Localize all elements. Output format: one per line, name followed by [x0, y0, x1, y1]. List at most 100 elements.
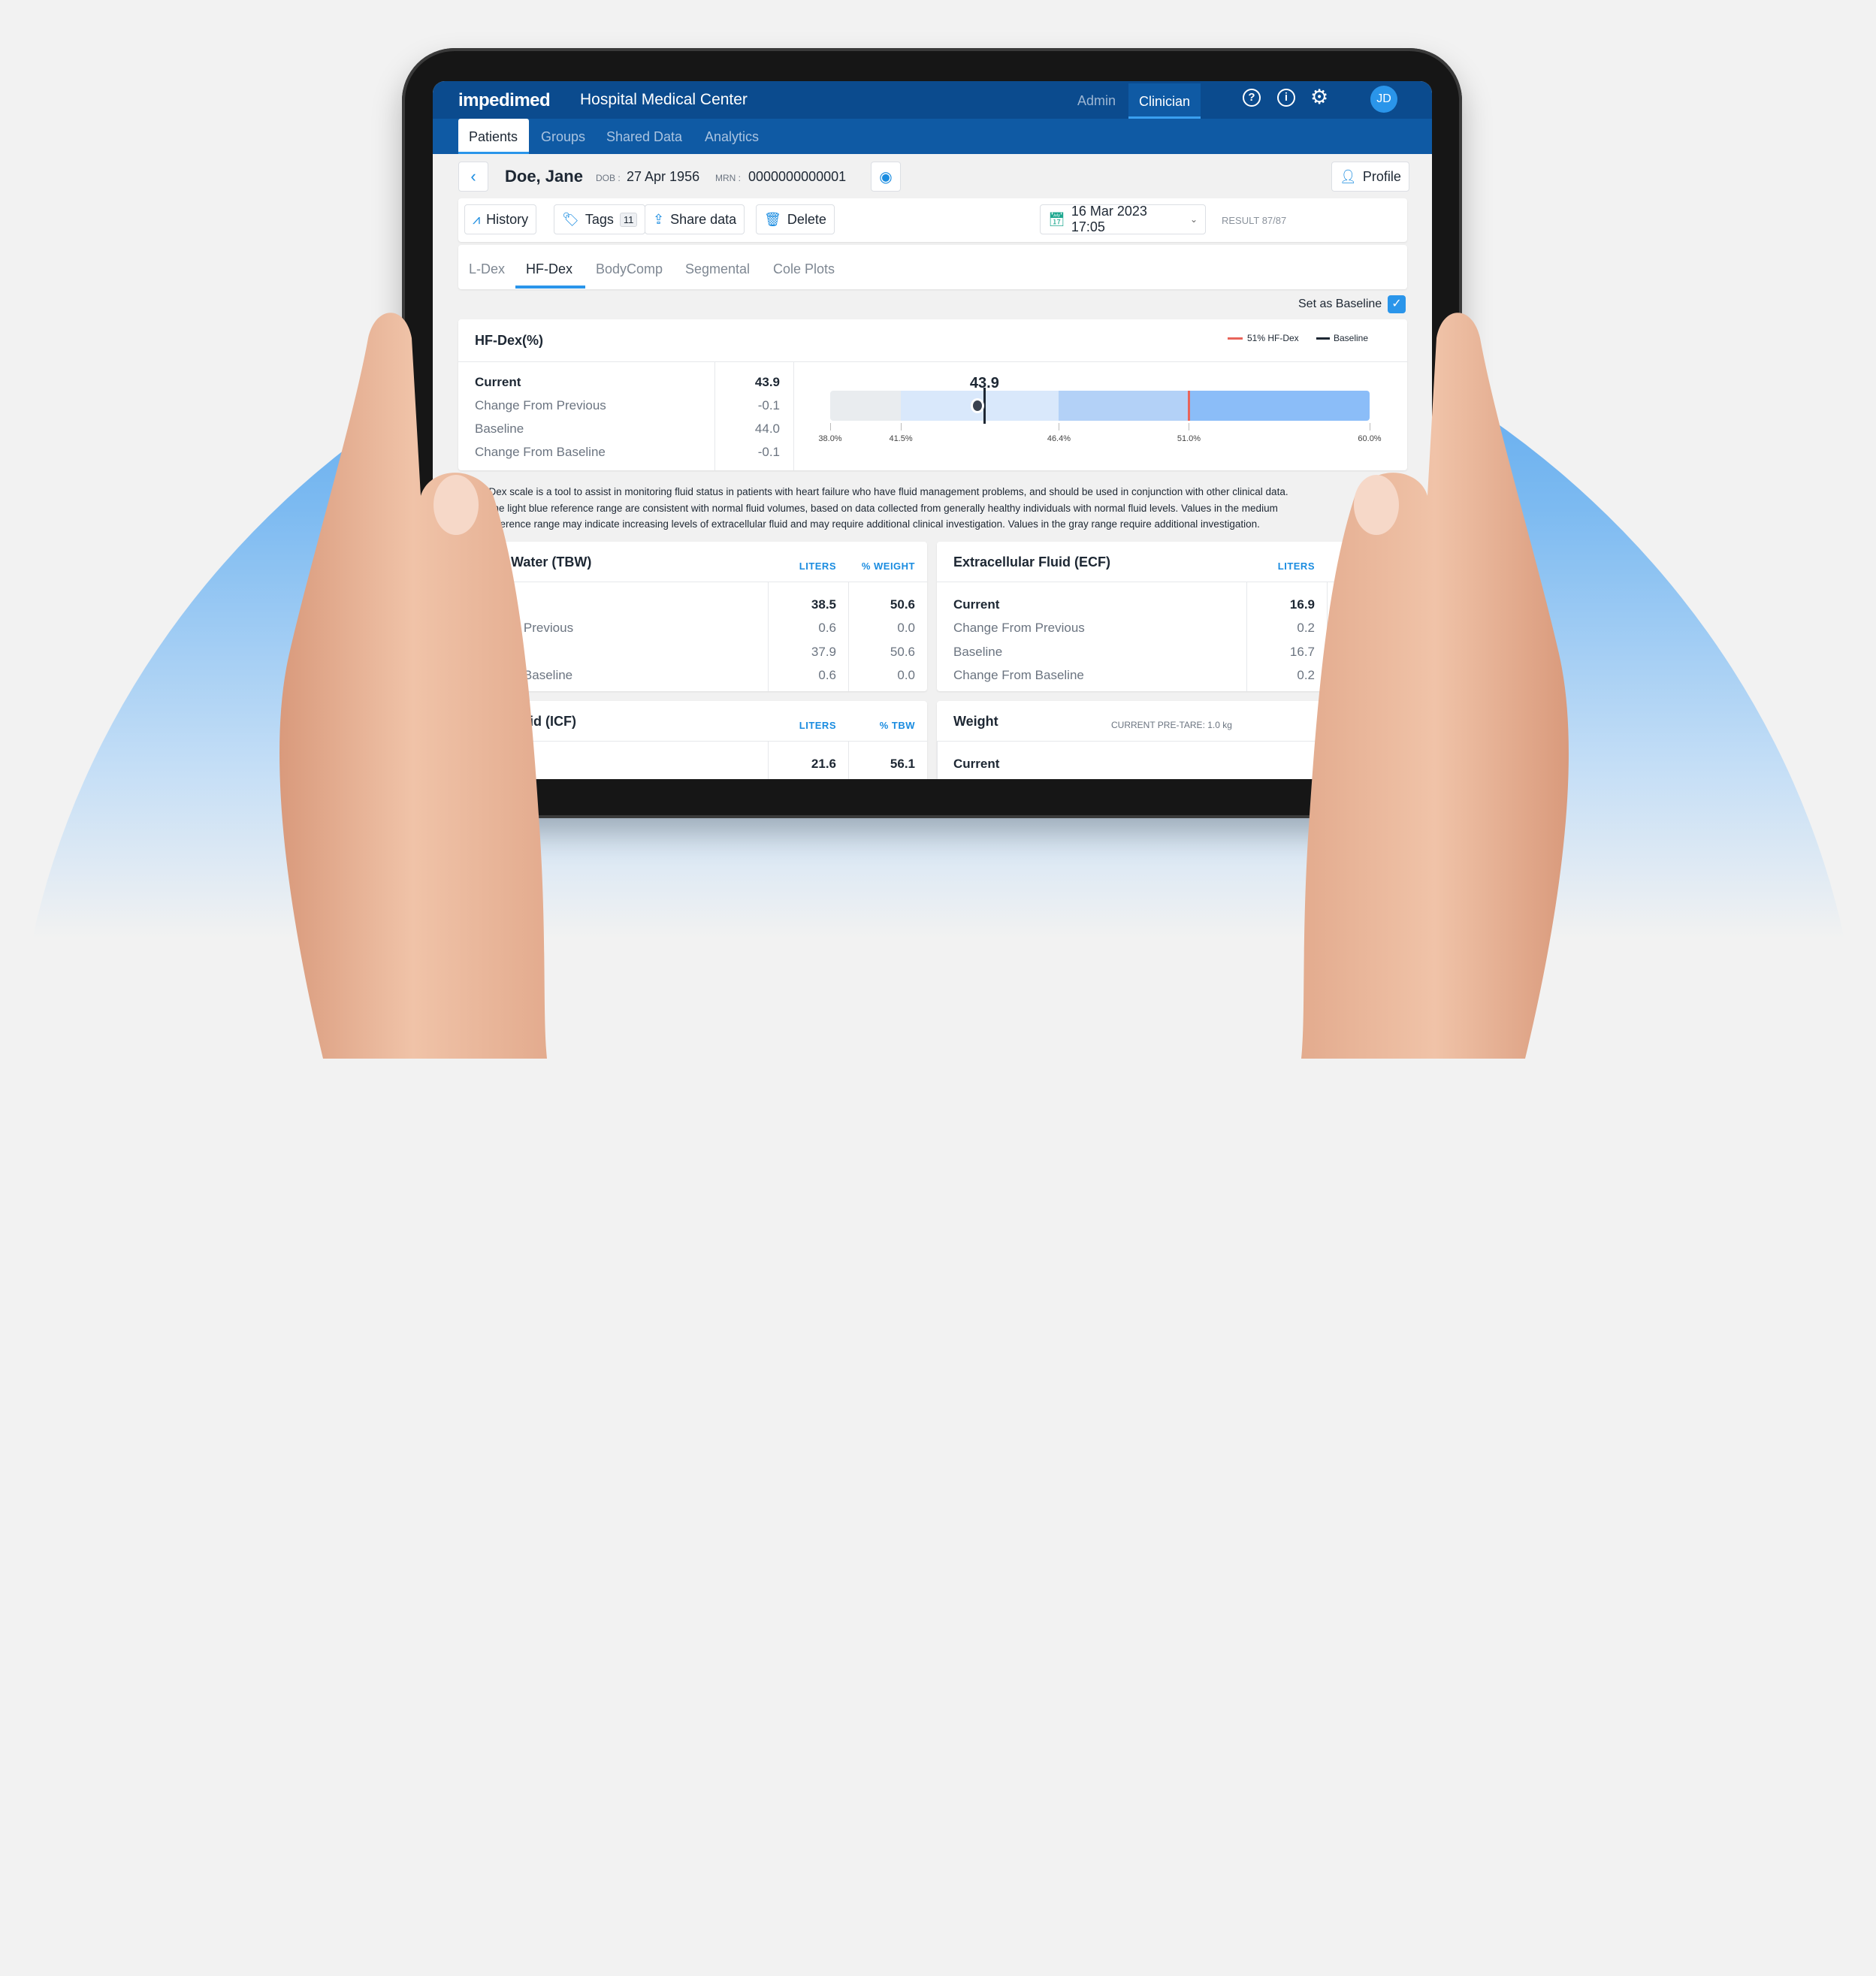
profile-label: Profile — [1362, 168, 1401, 184]
eye-icon: ◉ — [879, 168, 893, 186]
divider — [937, 741, 938, 779]
logo: impedimed — [458, 90, 551, 110]
tbw-unit-header: LITERS — [799, 560, 836, 572]
threshold-legend-swatch — [1228, 337, 1243, 340]
hf-dex-gauge: 38.0% 41.5% 46.4% 51.0% 60.0% — [818, 388, 1382, 443]
tags-count-badge: 11 — [619, 212, 638, 227]
gauge-current-label: 43.9 — [969, 375, 999, 391]
role-clinician[interactable]: Clinician — [1128, 83, 1201, 119]
ecf-row-value: 16.9 — [1289, 597, 1315, 612]
description-line: s in the light blue reference range are … — [472, 502, 1278, 514]
avatar[interactable]: JD — [1370, 86, 1397, 113]
result-count: RESULT 87/87 — [1222, 215, 1287, 226]
dob-label: DOB : — [596, 173, 621, 183]
hf-dex-row-value: -0.1 — [757, 445, 780, 459]
tbw-unit-header: % WEIGHT — [861, 560, 915, 572]
divider — [848, 582, 849, 691]
set-baseline-checkbox[interactable]: ✓ — [1388, 295, 1406, 313]
hf-dex-row-label: Baseline — [475, 421, 524, 436]
nav-tab-patients-label: Patients — [469, 129, 518, 144]
nav-tab-groups[interactable]: Groups — [541, 129, 586, 144]
ecf-row-value: 16.7 — [1289, 645, 1315, 659]
tbw-row-value: 0.6 — [818, 621, 836, 635]
hf-dex-description: HF-Dex scale is a tool to assist in moni… — [472, 484, 1411, 533]
gauge-tick-label: 51.0% — [1177, 434, 1201, 443]
history-button[interactable]: ⩘ History — [464, 204, 537, 234]
description-line: lue reference range may indicate increas… — [472, 518, 1260, 530]
role-clinician-label: Clinician — [1139, 94, 1191, 109]
top-header: impedimed Hospital Medical Center Admin … — [433, 81, 1432, 119]
ecf-row-value: 0.2 — [1297, 621, 1315, 635]
divider — [458, 741, 927, 742]
right-hand — [1301, 313, 1569, 1059]
tbw-row-value: 0.6 — [818, 668, 836, 682]
mrn-value: 0000000000001 — [748, 169, 847, 184]
threshold-marker — [1188, 391, 1191, 421]
divider — [793, 361, 794, 470]
weight-title: Weight — [953, 714, 998, 729]
baseline-legend-swatch — [1316, 337, 1330, 340]
tbw-row-value: 38.5 — [811, 597, 836, 612]
hf-dex-row-value: 43.9 — [754, 375, 780, 389]
tab-l-dex[interactable]: L-Dex — [469, 261, 506, 276]
baseline-marker — [983, 388, 986, 424]
tab-segmental[interactable]: Segmental — [685, 261, 751, 276]
history-label: History — [486, 211, 529, 227]
chevron-down-icon: ⌄ — [1189, 214, 1198, 225]
role-admin[interactable]: Admin — [1077, 93, 1116, 108]
share-data-button[interactable]: ⇪ Share data — [645, 204, 745, 234]
ecf-row-value: 0.2 — [1297, 668, 1315, 682]
hf-dex-row-label: Current — [475, 375, 521, 389]
delete-label: Delete — [787, 211, 826, 227]
pretare-label: CURRENT PRE-TARE: 1.0 kg — [1111, 720, 1232, 730]
icf-row-value: 21.6 — [811, 757, 836, 771]
divider — [768, 582, 769, 691]
hf-dex-row-value: 44.0 — [754, 421, 780, 436]
divider — [768, 741, 769, 779]
gauge-range-segment — [1189, 391, 1370, 421]
gauge-range-segment — [830, 391, 902, 421]
nav-tab-patients[interactable]: Patients — [458, 119, 529, 154]
user-icon: 👤︎ — [1340, 168, 1357, 184]
dob-value: 27 Apr 1956 — [627, 169, 700, 184]
delete-button[interactable]: 🗑︎ Delete — [756, 204, 835, 234]
divider — [1246, 582, 1247, 691]
tab-hf-dex[interactable]: HF-Dex — [526, 261, 572, 276]
threshold-legend-label: 51% HF-Dex — [1247, 333, 1299, 343]
tag-icon: 🏷︎ — [562, 211, 579, 227]
active-tab-indicator — [515, 286, 585, 289]
icf-unit-header: % TBW — [879, 720, 915, 731]
nav-tab-shared-data[interactable]: Shared Data — [606, 129, 683, 144]
ecf-row-label: Current — [953, 597, 1000, 612]
tbw-row-value: 37.9 — [811, 645, 836, 659]
gear-icon[interactable]: ⚙ — [1310, 86, 1329, 108]
share-label: Share data — [670, 211, 737, 227]
tab-bodycomp[interactable]: BodyComp — [596, 261, 663, 276]
set-baseline-label: Set as Baseline — [1298, 298, 1382, 310]
tbw-row-value: 0.0 — [897, 668, 915, 682]
nav-tab-analytics[interactable]: Analytics — [705, 129, 760, 144]
result-tabs: L-Dex HF-Dex BodyComp Segmental Cole Plo… — [458, 245, 1407, 289]
tbw-card: al Body Water (TBW)LITERS% WEIGHTrrent38… — [458, 542, 927, 691]
hf-dex-card: HF-Dex(%) 51% HF-Dex Baseline 43.9 38.0%… — [458, 319, 1407, 470]
back-button[interactable]: ‹ — [458, 162, 488, 192]
info-icon[interactable]: i — [1277, 89, 1295, 107]
ecf-row-label: Change From Baseline — [953, 668, 1084, 682]
divider — [458, 361, 1407, 362]
hf-dex-title: HF-Dex(%) — [475, 333, 544, 348]
help-icon[interactable]: ? — [1243, 89, 1261, 107]
gauge-tick-label: 38.0% — [818, 434, 842, 443]
gauge-tick-label: 41.5% — [889, 434, 913, 443]
divider — [848, 741, 849, 779]
toggle-visibility-button[interactable]: ◉ — [871, 162, 901, 192]
date-select[interactable]: 📅︎ 16 Mar 2023 17:05 ⌄ — [1040, 204, 1206, 234]
profile-button[interactable]: 👤︎ Profile — [1331, 162, 1409, 192]
gauge-tick-mark — [830, 423, 831, 431]
calendar-icon: 📅︎ — [1048, 211, 1065, 227]
hf-dex-row-value: -0.1 — [757, 398, 780, 412]
divider — [937, 741, 1407, 742]
tags-button[interactable]: 🏷︎ Tags 11 — [554, 204, 646, 234]
thumbnail — [434, 475, 479, 535]
tab-cole-plots[interactable]: Cole Plots — [773, 261, 835, 276]
patient-name: Doe, Jane — [505, 167, 583, 186]
